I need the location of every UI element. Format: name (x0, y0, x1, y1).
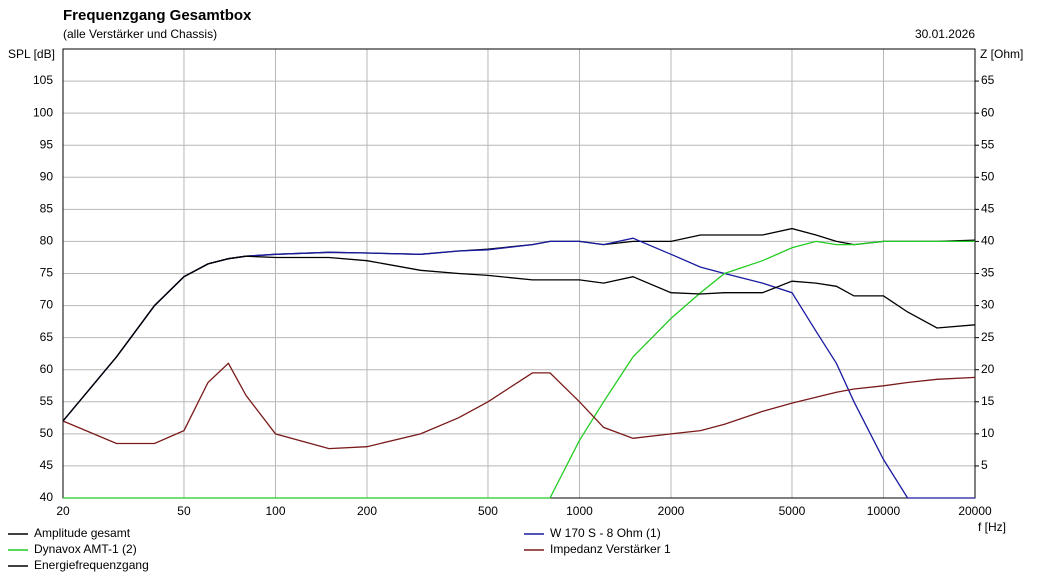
series-line (62, 362, 976, 450)
x-tick-label: 20 (56, 504, 70, 518)
y2-tick-label: 25 (981, 330, 995, 344)
legend-label: Impedanz Verstärker 1 (550, 542, 671, 556)
chart-date: 30.01.2026 (915, 27, 975, 41)
legend-label: Dynavox AMT-1 (2) (34, 542, 137, 556)
y-tick-label: 80 (40, 234, 54, 248)
y2-tick-label: 60 (981, 105, 995, 119)
series-line (63, 240, 975, 499)
y2-tick-label: 20 (981, 362, 995, 376)
y-tick-label: 40 (40, 490, 54, 504)
y2-tick-label: 40 (981, 234, 995, 248)
y2-tick-label: 35 (981, 266, 995, 280)
x-axis-label: f [Hz] (978, 520, 1006, 534)
y2-tick-label: 45 (981, 202, 995, 216)
chart-title: Frequenzgang Gesamtbox (63, 7, 252, 24)
series-line (62, 255, 976, 422)
y-tick-label: 75 (40, 266, 54, 280)
x-tick-label: 500 (478, 504, 498, 518)
y-tick-label: 65 (40, 330, 54, 344)
y-tick-label: 105 (33, 73, 53, 87)
y2-tick-label: 5 (981, 458, 988, 472)
legend-label: W 170 S - 8 Ohm (1) (550, 526, 661, 540)
x-tick-label: 50 (177, 504, 191, 518)
y2-tick-label: 10 (981, 426, 995, 440)
y2-tick-label: 65 (981, 73, 995, 87)
y-tick-label: 100 (33, 105, 53, 119)
y-axis-label: SPL [dB] (8, 47, 55, 61)
y2-axis-label: Z [Ohm] (980, 47, 1023, 61)
x-tick-label: 10000 (867, 504, 901, 518)
y2-tick-label: 55 (981, 137, 995, 151)
x-tick-label: 1000 (566, 504, 593, 518)
y-tick-label: 85 (40, 202, 54, 216)
x-tick-label: 200 (357, 504, 377, 518)
x-tick-label: 2000 (658, 504, 685, 518)
y-tick-label: 60 (40, 362, 54, 376)
y-tick-label: 95 (40, 137, 54, 151)
y2-tick-label: 15 (981, 394, 995, 408)
chart-subtitle: (alle Verstärker und Chassis) (63, 27, 217, 41)
x-tick-label: 20000 (958, 504, 992, 518)
y-tick-label: 90 (40, 169, 54, 183)
x-tick-label: 100 (265, 504, 285, 518)
y2-tick-label: 50 (981, 169, 995, 183)
legend-label: Energiefrequenzgang (34, 558, 149, 572)
y-tick-label: 50 (40, 426, 54, 440)
y-tick-label: 55 (40, 394, 54, 408)
legend-label: Amplitude gesamt (34, 526, 131, 540)
y-tick-label: 45 (40, 458, 54, 472)
y2-tick-label: 30 (981, 298, 995, 312)
x-tick-label: 5000 (779, 504, 806, 518)
y-tick-label: 70 (40, 298, 54, 312)
